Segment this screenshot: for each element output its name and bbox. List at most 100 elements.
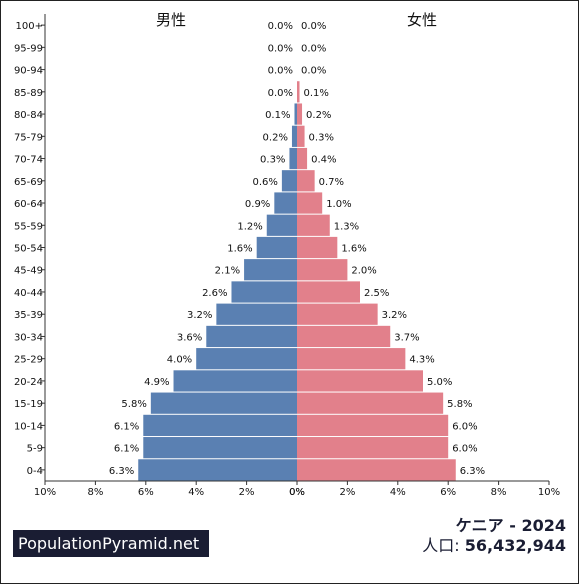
female-value-label: 0.0% [301, 21, 326, 32]
male-bar [274, 192, 297, 214]
age-group-label: 40-44 [14, 288, 43, 299]
female-value-label: 1.6% [341, 244, 366, 255]
male-bar [143, 414, 297, 437]
age-group-label: 60-64 [14, 199, 43, 210]
male-value-label: 3.2% [187, 310, 212, 321]
male-value-label: 3.6% [177, 332, 202, 343]
age-group-label: 70-74 [14, 155, 43, 166]
female-bar [297, 281, 360, 303]
female-bar [297, 192, 323, 214]
female-value-label: 0.4% [311, 155, 336, 166]
female-bar [297, 348, 406, 370]
female-value-label: 0.0% [301, 66, 326, 77]
x-tick-label: 0% [289, 487, 305, 498]
male-bar [291, 125, 297, 147]
female-value-label: 6.3% [460, 466, 485, 477]
female-value-label: 5.8% [447, 399, 472, 410]
male-value-label: 2.1% [215, 266, 240, 277]
male-value-label: 0.3% [260, 155, 285, 166]
age-group-label: 90-94 [14, 66, 43, 77]
population-label: 人口: [422, 536, 460, 555]
x-tick-label: 6% [440, 487, 456, 498]
age-group-label: 65-69 [14, 177, 43, 188]
age-group-label: 5-9 [27, 444, 43, 455]
age-group-label: 20-24 [14, 377, 43, 388]
age-group-label: 25-29 [14, 355, 43, 366]
x-tick-label: 8% [87, 487, 103, 498]
male-bar [266, 214, 297, 236]
age-group-label: 55-59 [14, 221, 43, 232]
female-bar [297, 214, 330, 236]
female-value-label: 3.7% [394, 332, 419, 343]
site-brand: PopulationPyramid.net [13, 530, 209, 557]
x-tick-label: 2% [339, 487, 355, 498]
male-value-label: 1.2% [237, 221, 262, 232]
female-bar [297, 81, 300, 103]
male-bar [173, 370, 297, 392]
female-bar [297, 103, 303, 125]
male-value-label: 0.0% [268, 43, 293, 54]
male-title: 男性 [156, 11, 186, 29]
x-tick-label: 0% [289, 487, 305, 498]
age-group-label: 50-54 [14, 244, 43, 255]
male-bar [281, 170, 297, 192]
population-value: 56,432,944 [464, 536, 566, 555]
age-group-label: 35-39 [14, 310, 43, 321]
female-value-label: 4.3% [409, 355, 434, 366]
female-title: 女性 [407, 11, 437, 29]
female-bar [297, 259, 348, 281]
male-value-label: 0.0% [268, 88, 293, 99]
female-value-label: 6.0% [452, 444, 477, 455]
age-group-label: 95-99 [14, 43, 43, 54]
x-tick-label: 10% [538, 487, 560, 498]
male-bar [206, 325, 297, 348]
country-year-title: ケニア - 2024 [455, 516, 566, 535]
male-bar [216, 303, 297, 325]
female-bar [297, 147, 308, 170]
age-group-label: 30-34 [14, 332, 43, 343]
x-tick-label: 4% [390, 487, 406, 498]
female-bar [297, 459, 456, 481]
male-value-label: 6.1% [114, 421, 139, 432]
female-value-label: 0.7% [319, 177, 344, 188]
male-value-label: 0.6% [252, 177, 277, 188]
age-group-label: 85-89 [14, 88, 43, 99]
x-tick-label: 2% [239, 487, 255, 498]
female-bar [297, 303, 378, 325]
female-bar [297, 125, 305, 147]
female-bar [297, 236, 338, 259]
female-value-label: 0.1% [304, 88, 329, 99]
male-bar [138, 459, 297, 481]
male-bar [231, 281, 297, 303]
female-bar [297, 392, 444, 414]
male-bar [150, 392, 297, 414]
female-value-label: 5.0% [427, 377, 452, 388]
female-value-label: 1.0% [326, 199, 351, 210]
female-value-label: 1.3% [334, 221, 359, 232]
male-bar [294, 103, 297, 125]
age-group-label: 100+ [16, 21, 43, 32]
age-group-label: 10-14 [14, 421, 43, 432]
male-value-label: 0.2% [263, 132, 288, 143]
male-value-label: 2.6% [202, 288, 227, 299]
male-value-label: 0.1% [265, 110, 290, 121]
male-bar [196, 348, 297, 370]
age-group-label: 15-19 [14, 399, 43, 410]
age-group-label: 80-84 [14, 110, 43, 121]
male-value-label: 5.8% [121, 399, 146, 410]
male-value-label: 6.1% [114, 444, 139, 455]
male-bar [143, 437, 297, 459]
male-value-label: 4.9% [144, 377, 169, 388]
female-value-label: 3.2% [382, 310, 407, 321]
x-tick-label: 8% [491, 487, 507, 498]
female-value-label: 0.3% [309, 132, 334, 143]
male-value-label: 4.0% [167, 355, 192, 366]
x-tick-label: 4% [188, 487, 204, 498]
female-value-label: 6.0% [452, 421, 477, 432]
male-bar [256, 236, 297, 259]
male-bar [289, 147, 297, 170]
female-value-label: 2.5% [364, 288, 389, 299]
age-group-label: 45-49 [14, 266, 43, 277]
